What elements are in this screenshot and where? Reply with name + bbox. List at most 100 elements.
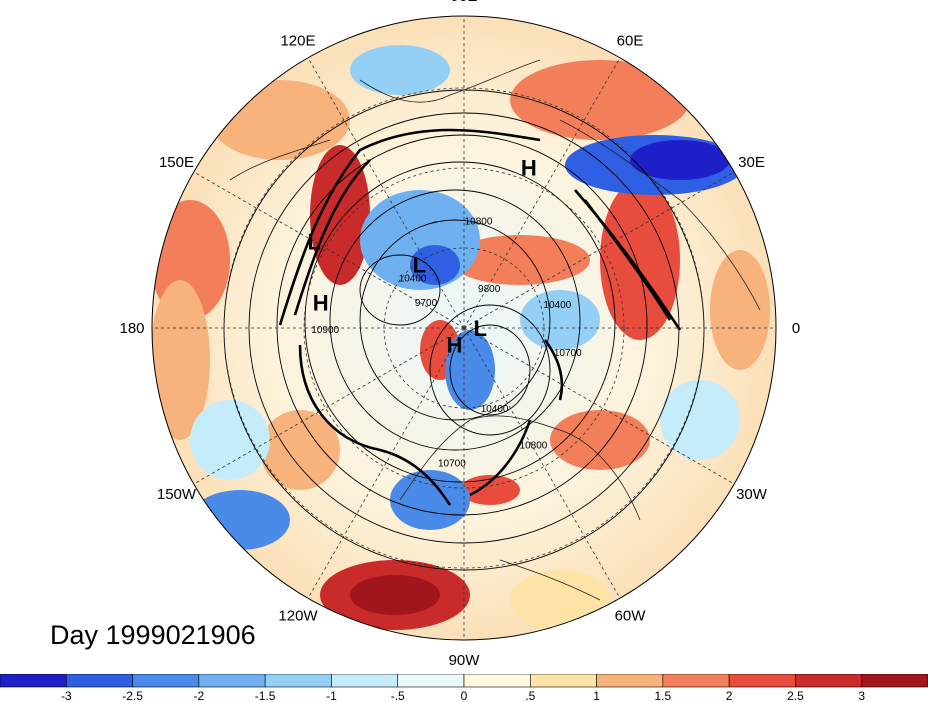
jet-contours <box>278 128 682 506</box>
high-pressure-label: H <box>521 156 537 181</box>
meridian-line <box>463 171 735 329</box>
low-pressure-label: L <box>413 252 426 277</box>
coastlines <box>229 59 761 601</box>
anomaly-patch <box>510 60 690 140</box>
low-pressure-label: L <box>307 230 320 255</box>
colorbar-tick-label: 2 <box>726 689 733 702</box>
longitude-label: 30E <box>738 154 765 171</box>
anomaly-patch <box>510 570 610 630</box>
jet-stream <box>293 159 371 316</box>
colorbar-tick-label: -1.5 <box>255 689 276 702</box>
jet-stream <box>583 199 672 321</box>
low-pressure-label: L <box>474 316 487 341</box>
jet-stream <box>278 128 541 326</box>
colorbar-tick-label: 1.5 <box>655 689 672 702</box>
anomaly-patch <box>190 490 290 550</box>
colorbar-cell <box>728 674 796 688</box>
anomaly-patch <box>630 140 730 180</box>
contour-value-label: 10400 <box>481 404 509 415</box>
contour-value-label: 10700 <box>554 348 582 359</box>
anomaly-patch <box>660 380 740 460</box>
high-pressure-label: H <box>313 291 329 316</box>
colorbar-cell <box>0 674 67 688</box>
contour-value-label: 10400 <box>543 300 571 311</box>
longitude-label: 150E <box>159 154 194 171</box>
colorbar-cell <box>463 674 531 688</box>
colorbar-cell <box>795 674 863 688</box>
colorbar-cell <box>65 674 133 688</box>
colorbar: -3 -2.5 -2 -1.5 -1 -.5 0 .5 1 1.5 2 2.5 3 <box>0 674 928 702</box>
anomaly-patch <box>190 400 270 480</box>
longitude-label: 30W <box>736 486 768 503</box>
colorbar-tick-label: -.5 <box>391 689 405 702</box>
longitude-label: 120W <box>278 608 318 625</box>
contour-value-label: 9800 <box>478 284 501 295</box>
meridian-line <box>193 327 465 485</box>
jet-stream <box>543 339 564 401</box>
longitude-label: 60W <box>615 608 647 625</box>
colorbar-cell <box>264 674 332 688</box>
anomaly-patch <box>310 145 370 285</box>
colorbar-cell <box>861 674 928 688</box>
colorbar-cell <box>132 674 200 688</box>
anomaly-patch <box>460 475 520 505</box>
graticule <box>152 16 776 640</box>
anomaly-patch <box>520 290 600 350</box>
colorbar-tick-label: -2.5 <box>122 689 143 702</box>
meridian-line <box>463 57 621 329</box>
anomaly-patch <box>710 250 770 370</box>
contour-value-label: 10400 <box>399 274 427 285</box>
longitude-labels: 90E 60E 30E 0 30W 60W 90W 120W 150W 180 150E 120E <box>119 0 800 669</box>
longitude-label: 0 <box>792 320 800 337</box>
colorbar-cell <box>529 674 597 688</box>
meridian-line <box>307 327 465 599</box>
longitude-label: 150W <box>157 486 197 503</box>
longitude-label: 90W <box>449 652 481 669</box>
jet-stream <box>298 344 452 506</box>
anomaly-patch <box>260 410 340 490</box>
anomaly-patch <box>410 245 460 285</box>
jet-stream <box>469 419 532 497</box>
colorbar-tick-label: 3 <box>858 689 865 702</box>
colorbar-labels: -3 -2.5 -2 -1.5 -1 -.5 0 .5 1 1.5 2 2.5 3 <box>61 689 865 702</box>
colorbar-cell <box>596 674 664 688</box>
colorbar-tick-label: -1 <box>326 689 337 702</box>
anomaly-patch <box>550 410 650 470</box>
colorbar-tick-label: 2.5 <box>787 689 804 702</box>
contour-labels: 10800 9800 10400 9700 10900 10700 10800 10700 10… <box>311 217 582 470</box>
anomaly-patch <box>350 575 440 615</box>
anomaly-patch <box>450 235 590 285</box>
contour-value-label: 10800 <box>520 440 548 451</box>
colorbar-cell <box>331 674 399 688</box>
anomaly-patch <box>350 45 450 95</box>
contour-value-label: 9700 <box>415 298 438 309</box>
meridian-line <box>307 57 465 329</box>
longitude-label: 60E <box>617 32 644 49</box>
longitude-label: 180 <box>119 320 144 337</box>
anomaly-patch <box>152 280 210 440</box>
colorbar-tick-label: 1 <box>593 689 600 702</box>
colorbar-cell <box>397 674 465 688</box>
longitude-label: 120E <box>280 32 315 49</box>
colorbar-tick-label: 0 <box>461 689 468 702</box>
contour-value-label: 10900 <box>311 325 339 336</box>
longitude-label: 90E <box>451 0 478 5</box>
meridian-line <box>463 327 735 485</box>
anomaly-patch <box>445 330 495 410</box>
meridian-line <box>463 327 621 599</box>
map-border <box>151 15 777 641</box>
colorbar-cell <box>662 674 730 688</box>
colorbar-tick-label: .5 <box>525 689 535 702</box>
meridian-line <box>193 171 465 329</box>
colorbar-tick-label: -3 <box>61 689 72 702</box>
colorbar-tick-label: -2 <box>194 689 205 702</box>
colorbar-cells <box>0 674 928 688</box>
polar-stereographic-map: 90E 60E 30E 0 30W 60W 90W 120W 150W 180 150E 120E 1… <box>119 0 800 669</box>
date-label: Day 1999021906 <box>50 620 256 650</box>
colorbar-cell <box>198 674 266 688</box>
contour-value-label: 10700 <box>438 458 466 469</box>
contour-value-label: 10800 <box>465 217 493 228</box>
high-pressure-label: H <box>447 333 463 358</box>
